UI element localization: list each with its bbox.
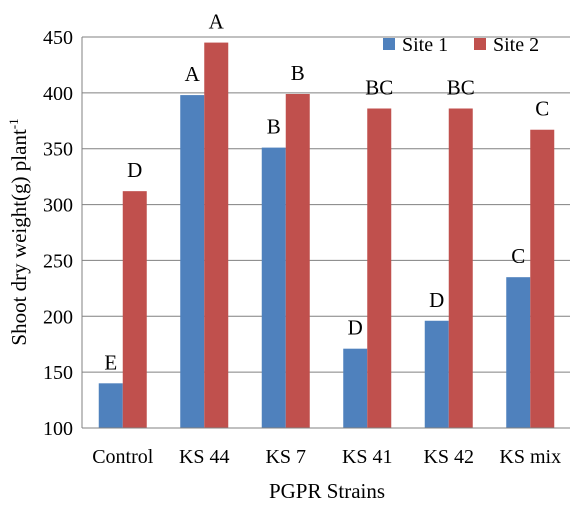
bar-site-1-ks-42	[424, 320, 449, 428]
x-tick-label: KS mix	[499, 446, 561, 468]
x-tick-label: KS 44	[179, 446, 230, 468]
significance-letter: BC	[447, 75, 475, 99]
y-tick-labels: 100 150 200 250 300 350 400 450	[43, 27, 73, 440]
bar-site-1-ks-44	[180, 95, 205, 428]
x-tick-label: KS 7	[265, 446, 306, 468]
gridlines	[82, 36, 570, 373]
significance-letter: BC	[365, 75, 393, 99]
y-tick-label: 250	[43, 250, 73, 272]
significance-letter: B	[267, 115, 281, 139]
y-tick-label: 350	[43, 139, 73, 161]
bar-site-2-control	[122, 191, 147, 428]
y-tick-label: 150	[43, 362, 73, 384]
legend-label-site-1: Site 1	[402, 34, 448, 56]
x-tick-labels: Control KS 44 KS 7 KS 41 KS 42 KS mix	[92, 446, 561, 468]
significance-letter: D	[429, 288, 444, 312]
significance-letter: A	[185, 62, 201, 86]
legend-label-site-2: Site 2	[493, 34, 539, 56]
bar-site-1-control	[98, 383, 123, 428]
y-tick-label: 400	[43, 83, 73, 105]
significance-letter: C	[535, 97, 549, 121]
legend: Site 1 Site 2	[383, 34, 539, 56]
x-axis-title: PGPR Strains	[269, 479, 385, 503]
x-tick-label: Control	[92, 446, 154, 468]
x-tick-label: KS 41	[342, 446, 393, 468]
bar-site-2-ks-41	[367, 108, 392, 429]
x-tick-label: KS 42	[423, 446, 474, 468]
y-axis-title: Shoot dry weight(g) plant-1	[6, 118, 31, 345]
bar-site-2-ks-42	[448, 108, 473, 429]
y-axis-title-main: Shoot dry weight(g) plant	[7, 129, 31, 346]
significance-letter: A	[209, 10, 225, 34]
significance-letter: B	[291, 61, 305, 85]
bar-site-1-ks-7	[261, 147, 286, 428]
bar-site-1-ks-41	[343, 348, 368, 428]
bar-site-2-ks-mix	[530, 129, 555, 429]
significance-letter: E	[104, 350, 117, 374]
axes	[81, 37, 570, 429]
y-tick-label: 100	[43, 418, 73, 440]
bars	[98, 42, 555, 429]
significance-letters: E D A A B B D BC D BC C C	[104, 10, 549, 375]
y-tick-label: 300	[43, 195, 73, 217]
y-tick-label: 450	[43, 27, 73, 49]
y-tick-label: 200	[43, 306, 73, 328]
bar-site-2-ks-7	[285, 93, 310, 428]
legend-swatch-site-2	[474, 38, 486, 50]
significance-letter: D	[127, 158, 142, 182]
significance-letter: D	[348, 316, 363, 340]
y-axis-title-superscript: -1	[6, 118, 21, 129]
legend-swatch-site-1	[383, 38, 395, 50]
bar-site-2-ks-44	[204, 42, 229, 428]
significance-letter: C	[511, 244, 525, 268]
bar-site-1-ks-mix	[506, 277, 531, 428]
